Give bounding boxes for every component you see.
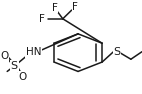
Text: S: S xyxy=(11,61,18,71)
Text: F: F xyxy=(39,14,45,24)
Text: F: F xyxy=(72,2,78,12)
Text: HN: HN xyxy=(26,47,41,57)
Text: S: S xyxy=(113,47,121,57)
Text: F: F xyxy=(52,3,57,13)
Text: O: O xyxy=(0,51,9,61)
Text: O: O xyxy=(18,72,27,82)
